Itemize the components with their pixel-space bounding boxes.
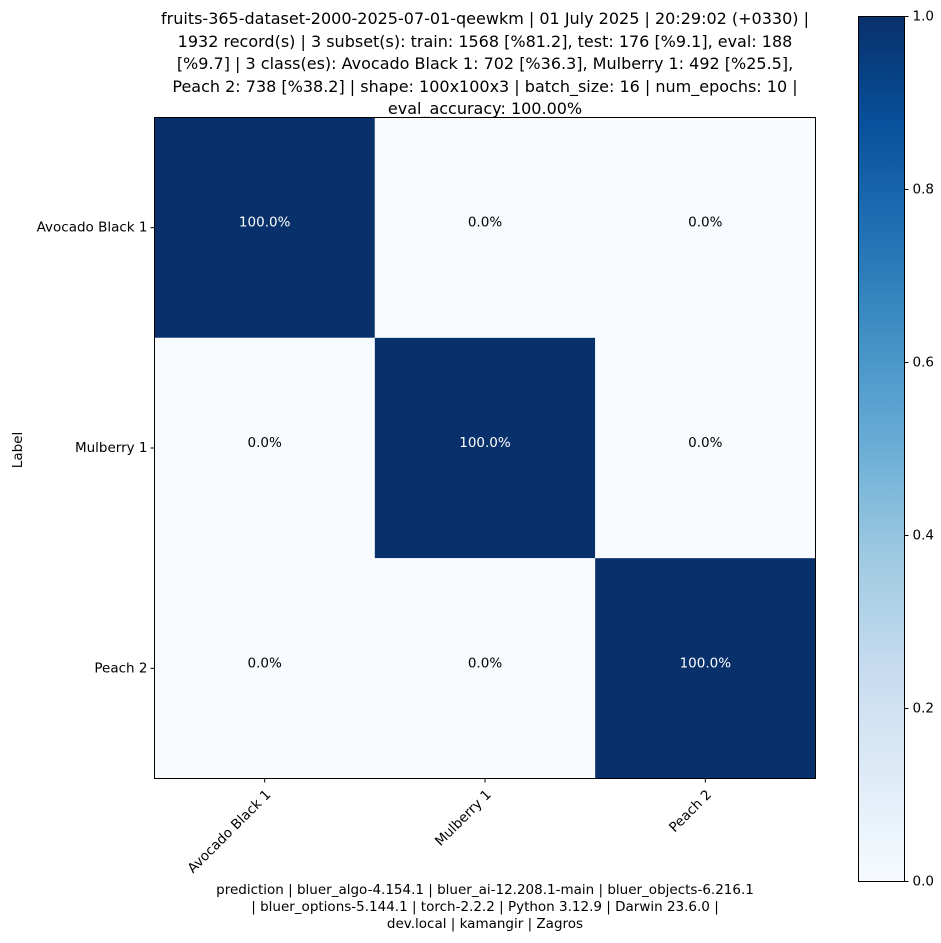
heatmap-cell — [595, 337, 816, 559]
heatmap-cell — [154, 558, 375, 779]
colorbar-tick-label: 0.6 — [913, 355, 934, 371]
chart-title: fruits-365-dataset-2000-2025-07-01-qeewk… — [161, 9, 809, 119]
cell-value-label: 0.0% — [688, 435, 722, 451]
heatmap-cell — [154, 337, 375, 559]
heatmap-cells: 100.0% 0.0% 0.0% 0.0% 100.0% 0.0% 0.0% 0.0% 100.… — [154, 117, 816, 779]
colorbar-tick-label: 0.4 — [913, 528, 934, 544]
y-tick-label: Mulberry 1 — [75, 440, 148, 456]
cell-value-label: 0.0% — [468, 655, 502, 671]
cell-value-label: 0.0% — [688, 215, 722, 231]
y-axis: Avocado Black 1 Mulberry 1 Peach 2 — [37, 220, 155, 676]
y-tick-label: Avocado Black 1 — [37, 220, 148, 236]
x-tick-label: Mulberry 1 — [432, 787, 495, 850]
x-tick-label: Peach 2 — [666, 787, 715, 836]
colorbar-tick-label: 0.0 — [913, 874, 934, 890]
colorbar-tick-label: 0.2 — [913, 701, 934, 717]
x-tick-label: Avocado Black 1 — [185, 787, 275, 877]
colorbar — [858, 16, 905, 882]
cell-value-label: 100.0% — [459, 435, 511, 451]
cell-value-label: 0.0% — [248, 655, 282, 671]
y-tick-label: Peach 2 — [94, 660, 147, 676]
colorbar-ticks: 0.0 0.2 0.4 0.6 0.8 1.0 — [904, 9, 934, 890]
heatmap-cell — [595, 558, 816, 779]
chart-footer: prediction | bluer_algo-4.154.1 | bluer_… — [216, 882, 754, 932]
heatmap-cell — [374, 117, 596, 338]
x-axis: Avocado Black 1 Mulberry 1 Peach 2 — [185, 778, 715, 877]
cell-value-label: 100.0% — [680, 655, 732, 671]
heatmap-cell — [154, 117, 375, 338]
cell-value-label: 100.0% — [239, 215, 291, 231]
colorbar-tick-label: 0.8 — [913, 182, 934, 198]
heatmap-cell — [595, 117, 816, 338]
cell-value-label: 0.0% — [248, 435, 282, 451]
heatmap-cell — [374, 337, 596, 559]
cell-value-label: 0.0% — [468, 215, 502, 231]
colorbar-tick-label: 1.0 — [913, 9, 934, 25]
y-axis-label: Label — [10, 432, 26, 468]
heatmap-cell — [374, 558, 596, 779]
